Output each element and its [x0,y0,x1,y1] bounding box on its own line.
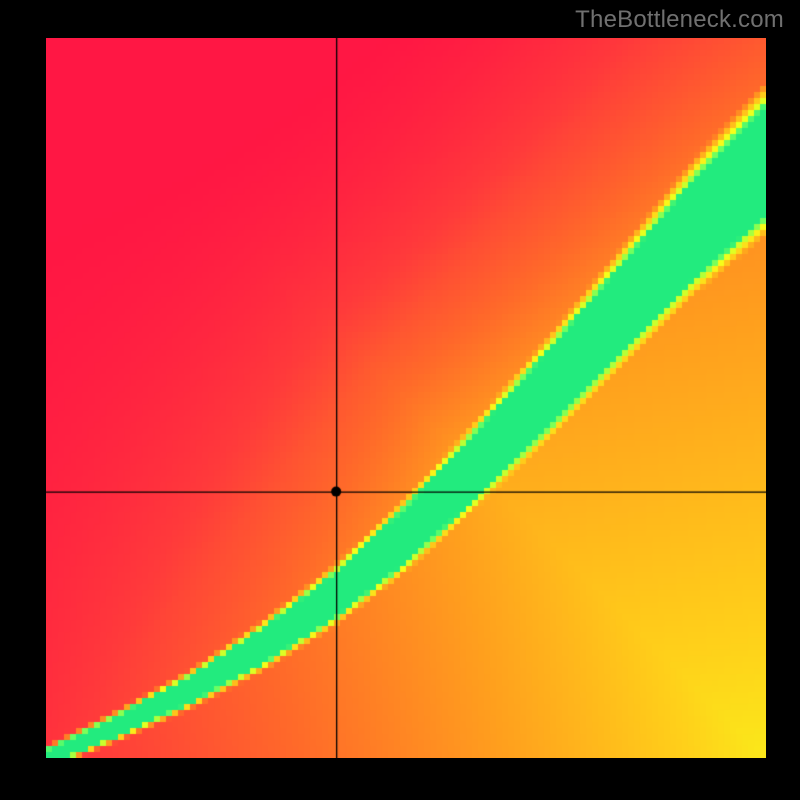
bottleneck-heatmap [46,38,766,758]
watermark-text: TheBottleneck.com [575,6,784,34]
